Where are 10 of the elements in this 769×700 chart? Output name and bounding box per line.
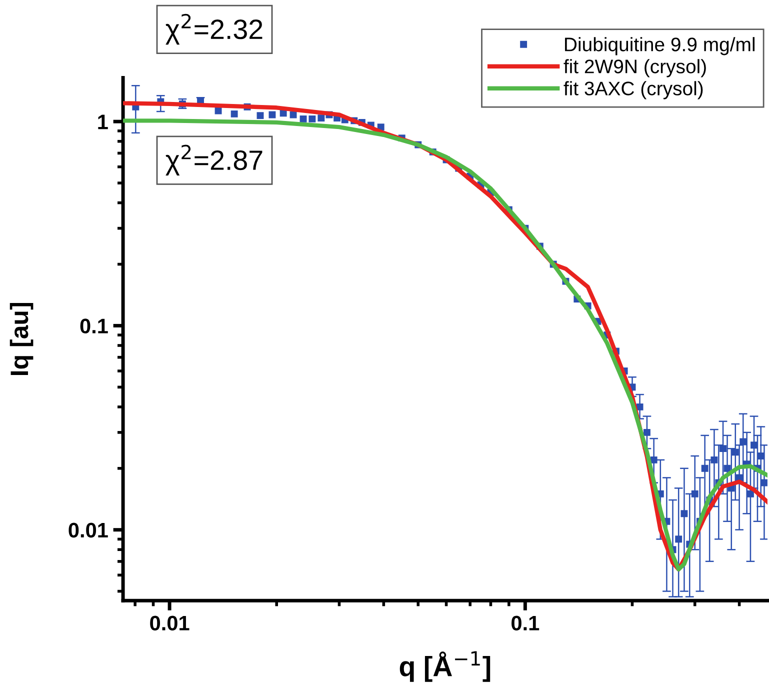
x-axis-title: q [Å$^{−1}$]	[400, 651, 490, 682]
text: χ$^{2}$=2.32	[166, 14, 262, 45]
y-tick-label: 0.1	[80, 318, 108, 334]
legend-label: Diubiquitine 9.9 mg/ml	[565, 37, 755, 56]
annotation: χ$^{2}$=2.87	[166, 144, 262, 176]
legend-label: fit 2W9N (crysol)	[564, 59, 706, 78]
legend-label: fit 3AXC (crysol)	[564, 81, 703, 100]
y-axis-title: Iq [au]	[10, 303, 34, 375]
y-tick-label: 0.01	[68, 522, 108, 538]
y-tick-label: 1	[98, 114, 108, 130]
